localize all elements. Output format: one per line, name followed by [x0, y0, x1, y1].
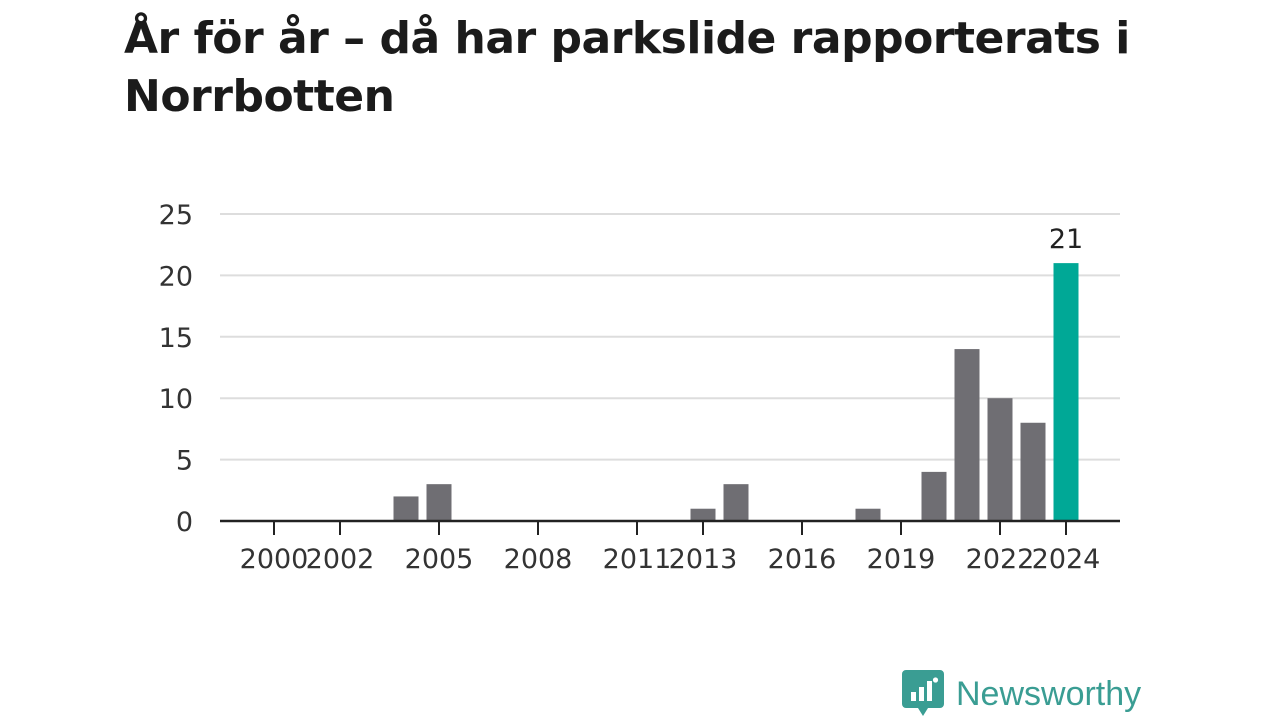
x-tick-label: 2016: [768, 544, 837, 575]
y-tick-label: 20: [159, 261, 193, 292]
x-tick-label: 2013: [669, 544, 738, 575]
x-tick-label: 2024: [1032, 544, 1101, 575]
data-labels: 21: [1049, 224, 1083, 255]
bar-2023: [1020, 422, 1046, 521]
bar-2005: [426, 484, 452, 521]
bar-2021: [954, 349, 980, 521]
bars: [393, 263, 1079, 521]
y-tick-label: 0: [176, 507, 193, 538]
y-tick-label: 10: [159, 384, 193, 415]
x-tick-label: 2022: [966, 544, 1035, 575]
data-label-2024: 21: [1049, 224, 1083, 255]
bar-2013: [690, 508, 716, 521]
newsworthy-logo-icon: [902, 670, 944, 716]
bar-2024: [1053, 263, 1079, 521]
bar-2014: [723, 484, 749, 521]
x-tick-label: 2000: [240, 544, 309, 575]
x-axis: [220, 519, 1120, 535]
x-tick-label: 2008: [504, 544, 573, 575]
y-tick-label: 5: [176, 446, 193, 477]
chart-title: År för år – då har parkslide rapporterat…: [124, 13, 1130, 122]
bar-2004: [393, 496, 419, 521]
bar-2020: [921, 471, 947, 521]
x-tick-label: 2019: [867, 544, 936, 575]
x-tick-label: 2011: [603, 544, 672, 575]
x-tick-label: 2002: [306, 544, 375, 575]
y-tick-label: 25: [159, 200, 193, 231]
x-tick-label: 2005: [405, 544, 474, 575]
bar-2018: [855, 508, 881, 521]
y-axis-ticks: 0 5 10 15 20 25: [159, 200, 193, 538]
bar-2022: [987, 398, 1013, 521]
brand-name: Newsworthy: [956, 674, 1142, 713]
y-tick-label: 15: [159, 323, 193, 354]
newsworthy-logo: Newsworthy: [902, 670, 1141, 718]
grid-lines: [220, 213, 1120, 461]
